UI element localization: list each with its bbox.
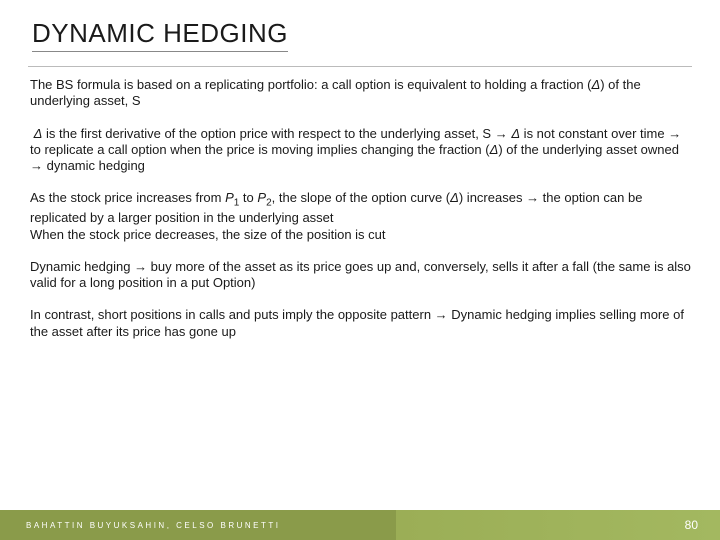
- p3-text-f: When the stock price decreases, the size…: [30, 227, 386, 242]
- slide-container: DYNAMIC HEDGING The BS formula is based …: [0, 0, 720, 540]
- arrow-icon: →: [495, 126, 508, 141]
- paragraph-4: Dynamic hedging → buy more of the asset …: [28, 259, 692, 292]
- paragraph-2: Δ is the first derivative of the option …: [28, 126, 692, 175]
- arrow-icon: →: [435, 307, 448, 322]
- p2-text-d: ) of the underlying asset owned: [498, 142, 679, 157]
- p2-text-e: dynamic hedging: [43, 158, 145, 173]
- delta-symbol: Δ: [511, 126, 520, 141]
- paragraph-1: The BS formula is based on a replicating…: [28, 77, 692, 110]
- p3-text-d: ) increases: [459, 190, 526, 205]
- p3-text-a: As the stock price increases from: [30, 190, 225, 205]
- arrow-icon: →: [668, 126, 681, 141]
- p2-text-b: is not constant over time: [520, 126, 668, 141]
- p3-text-b: to: [239, 190, 257, 205]
- delta-symbol: Δ: [450, 190, 459, 205]
- paragraph-3: As the stock price increases from P1 to …: [28, 190, 692, 243]
- p3-text-c: , the slope of the option curve (: [272, 190, 451, 205]
- p-symbol: P: [225, 190, 234, 205]
- p1-text-a: The BS formula is based on a replicating…: [30, 77, 592, 92]
- arrow-icon: →: [134, 259, 147, 274]
- p-symbol: P: [257, 190, 266, 205]
- slide-title: DYNAMIC HEDGING: [32, 18, 288, 52]
- title-underline-wrap: DYNAMIC HEDGING: [28, 18, 692, 67]
- p5-text-a: In contrast, short positions in calls an…: [30, 307, 435, 322]
- footer-page-number: 80: [685, 518, 698, 532]
- p2-text-c: to replicate a call option when the pric…: [30, 142, 490, 157]
- delta-symbol: Δ: [592, 77, 601, 92]
- arrow-icon: →: [526, 190, 539, 205]
- footer-author: BAHATTIN BUYUKSAHIN, CELSO BRUNETTI: [26, 521, 281, 530]
- delta-symbol: Δ: [490, 142, 499, 157]
- p2-text-a: is the first derivative of the option pr…: [42, 126, 494, 141]
- slide-footer: BAHATTIN BUYUKSAHIN, CELSO BRUNETTI 80: [0, 510, 720, 540]
- arrow-icon: →: [30, 158, 43, 173]
- p4-text-a: Dynamic hedging: [30, 259, 134, 274]
- paragraph-5: In contrast, short positions in calls an…: [28, 307, 692, 340]
